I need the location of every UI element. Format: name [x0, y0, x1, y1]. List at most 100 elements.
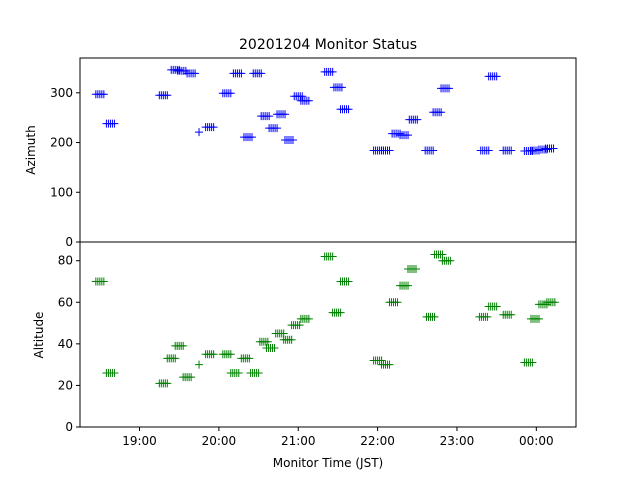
- altitude-y-tick-label: 0: [65, 420, 73, 434]
- altitude-point: [344, 277, 353, 286]
- azimuth-point: [492, 72, 501, 81]
- x-tick-label: 20:00: [202, 434, 237, 448]
- azimuth-point-cluster: [437, 84, 454, 93]
- altitude-point: [287, 335, 296, 344]
- azimuth-point: [288, 136, 297, 145]
- altitude-point: [195, 360, 204, 369]
- azimuth-point-cluster: [429, 108, 446, 117]
- azimuth-point-cluster: [290, 92, 307, 101]
- azimuth-y-tick-label: 300: [50, 86, 73, 100]
- azimuth-point: [429, 146, 438, 155]
- azimuth-point-cluster: [499, 146, 516, 155]
- altitude-y-tick-label: 20: [58, 378, 73, 392]
- altitude-point: [411, 265, 420, 274]
- altitude-axes-frame: [79, 241, 577, 428]
- altitude-point-cluster: [287, 321, 304, 330]
- altitude-point-cluster: [163, 354, 180, 363]
- azimuth-point: [237, 69, 246, 78]
- azimuth-point-cluster: [183, 69, 200, 78]
- altitude-panel: 0 20 40 60 80 19:00 20:00 21:00 22:00 23:00 00:00…: [32, 241, 577, 470]
- altitude-point: [550, 298, 559, 307]
- azimuth-point-cluster: [296, 96, 313, 105]
- azimuth-point: [437, 108, 446, 117]
- azimuth-point-cluster: [201, 123, 218, 132]
- azimuth-y-tick-label: 100: [50, 185, 73, 199]
- azimuth-point-cluster: [257, 112, 274, 121]
- altitude-y-axis-label: Altitude: [32, 312, 46, 359]
- altitude-point-cluster: [534, 300, 551, 309]
- altitude-point-cluster: [179, 373, 196, 382]
- azimuth-point-cluster: [476, 146, 493, 155]
- altitude-point-cluster: [396, 281, 413, 290]
- azimuth-point: [549, 144, 558, 153]
- x-tick-label: 21:00: [281, 434, 316, 448]
- altitude-point: [404, 281, 413, 290]
- azimuth-point-cluster: [102, 119, 119, 128]
- altitude-point: [209, 350, 218, 359]
- altitude-point-cluster: [377, 360, 394, 369]
- altitude-point: [254, 368, 263, 377]
- altitude-y-ticks: 0 20 40 60 80: [58, 254, 80, 434]
- altitude-point-cluster: [279, 335, 296, 344]
- altitude-point-cluster: [526, 314, 543, 323]
- altitude-point: [110, 368, 119, 377]
- altitude-point-cluster: [438, 256, 455, 265]
- altitude-point-cluster: [195, 360, 204, 369]
- altitude-plot-area: [80, 242, 576, 427]
- altitude-point: [263, 337, 272, 346]
- azimuth-point: [163, 91, 172, 100]
- altitude-point: [534, 314, 543, 323]
- azimuth-point-cluster: [320, 67, 337, 76]
- altitude-point: [234, 368, 243, 377]
- x-tick-label: 00:00: [519, 434, 554, 448]
- azimuth-point: [257, 69, 266, 78]
- altitude-point-cluster: [155, 379, 172, 388]
- altitude-point-cluster: [246, 368, 263, 377]
- altitude-point-cluster: [385, 298, 402, 307]
- azimuth-point-cluster: [155, 91, 172, 100]
- altitude-point: [430, 312, 439, 321]
- altitude-point: [483, 312, 492, 321]
- azimuth-point-cluster: [239, 133, 256, 142]
- altitude-point: [507, 310, 516, 319]
- altitude-point-cluster: [542, 298, 559, 307]
- azimuth-panel: 0 100 200 300 Azimuth: [24, 57, 577, 249]
- altitude-point: [226, 350, 235, 359]
- azimuth-point: [445, 84, 454, 93]
- altitude-point-cluster: [320, 252, 337, 261]
- azimuth-point: [191, 69, 200, 78]
- altitude-y-tick-label: 80: [58, 254, 73, 268]
- altitude-point-cluster: [475, 312, 492, 321]
- altitude-series: [91, 250, 559, 388]
- altitude-point-cluster: [255, 337, 272, 346]
- x-tick-label: 22:00: [360, 434, 395, 448]
- azimuth-point: [281, 110, 290, 119]
- azimuth-point: [298, 92, 307, 101]
- azimuth-point-cluster: [229, 69, 246, 78]
- altitude-point: [295, 321, 304, 330]
- altitude-point-cluster: [430, 250, 447, 259]
- azimuth-point: [273, 124, 282, 133]
- azimuth-point: [337, 83, 346, 92]
- azimuth-point-cluster: [541, 144, 558, 153]
- azimuth-y-ticks: 0 100 200 300: [50, 86, 80, 249]
- azimuth-point: [344, 105, 353, 114]
- azimuth-point-cluster: [336, 105, 353, 114]
- altitude-point-cluster: [484, 302, 501, 311]
- altitude-point: [446, 256, 455, 265]
- altitude-point: [163, 379, 172, 388]
- altitude-point-cluster: [262, 344, 279, 353]
- azimuth-point: [484, 146, 493, 155]
- azimuth-point-cluster: [329, 83, 346, 92]
- azimuth-point: [265, 112, 274, 121]
- azimuth-point: [385, 146, 394, 155]
- altitude-point-cluster: [328, 308, 345, 317]
- altitude-point: [328, 252, 337, 261]
- altitude-point-cluster: [296, 314, 313, 323]
- altitude-point: [528, 358, 537, 367]
- altitude-point-cluster: [201, 350, 218, 359]
- azimuth-point: [209, 123, 218, 132]
- altitude-point: [385, 360, 394, 369]
- altitude-point-cluster: [403, 265, 420, 274]
